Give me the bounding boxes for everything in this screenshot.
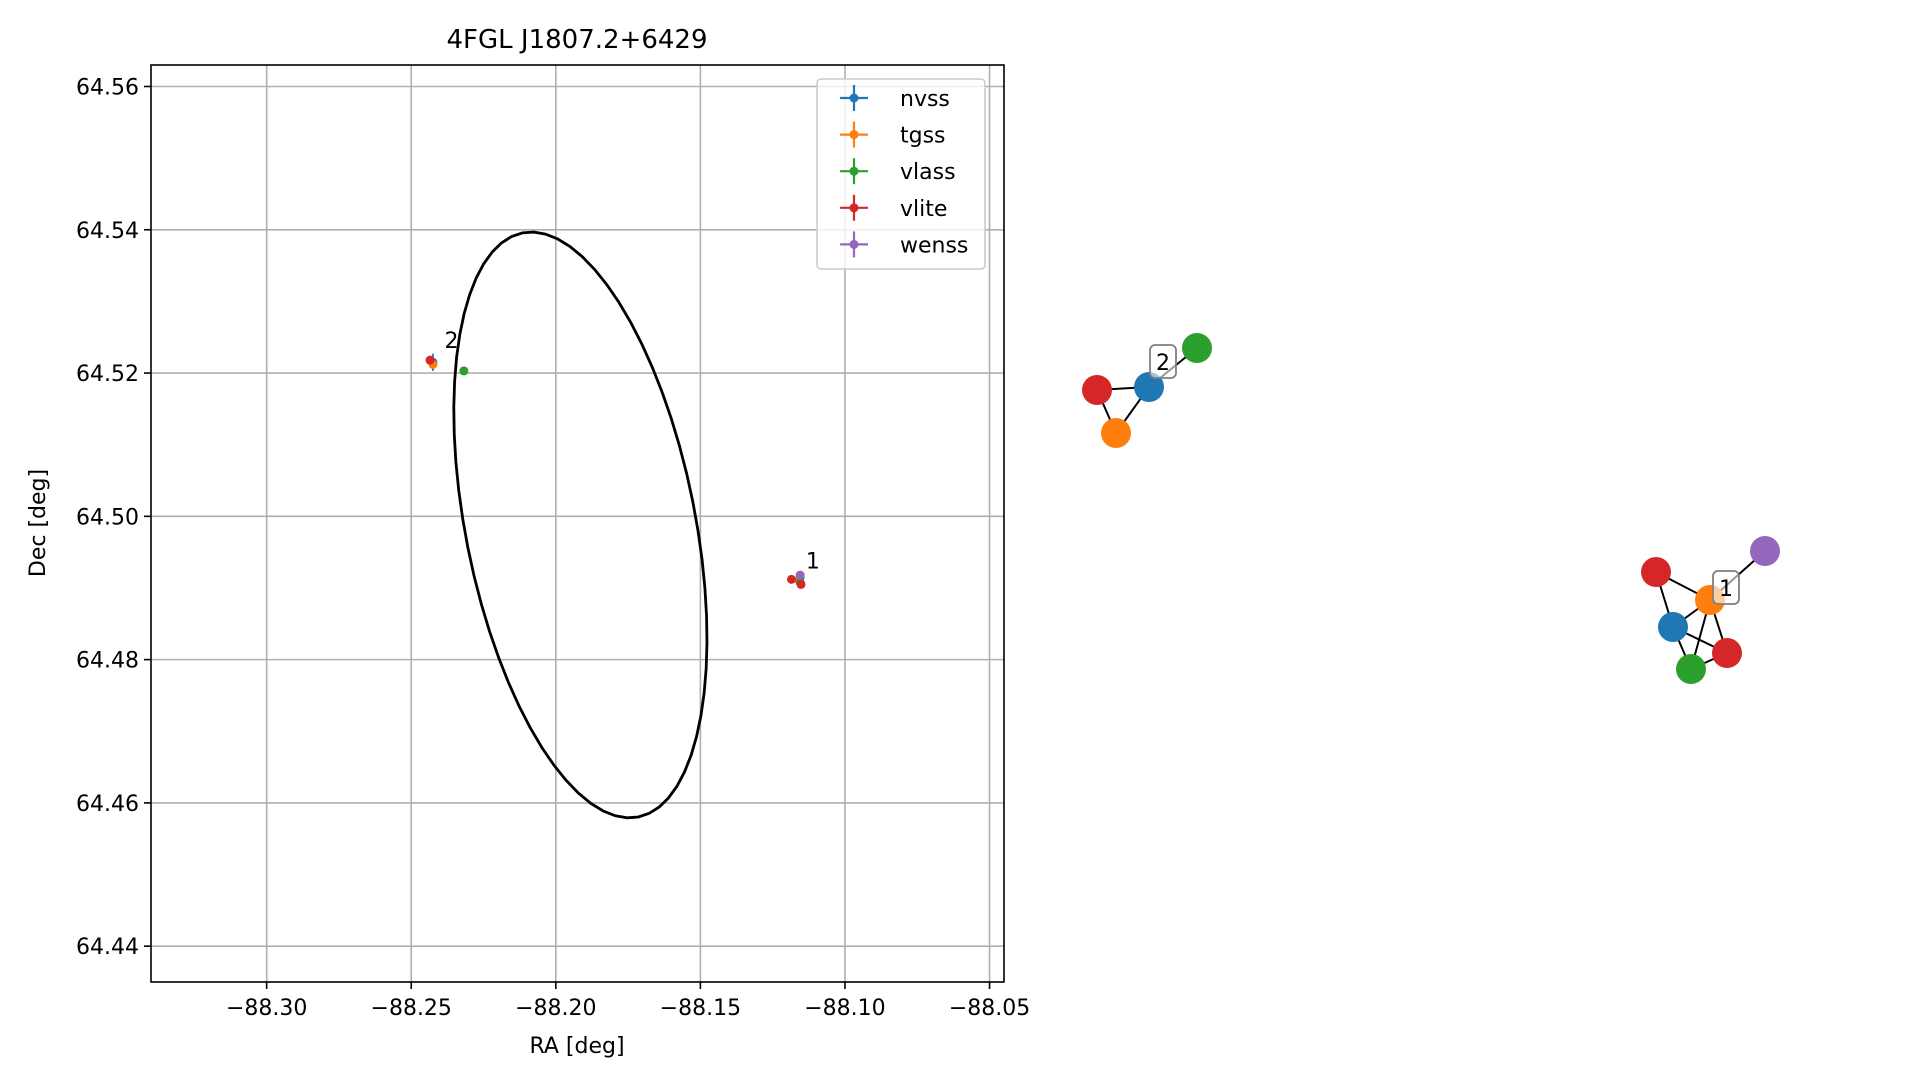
- data-point-vlass: [459, 366, 469, 376]
- legend-marker-dot: [849, 166, 859, 176]
- network-label: 2: [1149, 344, 1177, 379]
- x-tick-label: −88.25: [371, 996, 452, 1021]
- uncertainty-ellipse: [452, 230, 709, 820]
- legend-item-tgss: tgss: [840, 121, 946, 149]
- legend: nvss tgss vlass vlite wenss: [816, 78, 986, 270]
- scatter-axes: 21 −88.30 −88.25 −88.20 −88.15 −88.10 −88.05 …: [26, 25, 1030, 1059]
- point-marker: [796, 579, 806, 589]
- network-label-box: [1712, 570, 1740, 605]
- network-node: [1750, 536, 1780, 566]
- data-point-wenss: [795, 570, 805, 580]
- axes-frame: [150, 64, 1005, 983]
- point-annotation: 1: [806, 550, 820, 575]
- legend-label: nvss: [900, 87, 950, 112]
- legend-label: tgss: [900, 124, 946, 149]
- x-ticks: −88.30 −88.25 −88.20 −88.15 −88.10 −88.05: [226, 982, 1030, 1021]
- point-marker: [459, 366, 469, 376]
- match-networks: 21: [1082, 333, 1780, 684]
- x-tick-label: −88.20: [515, 996, 596, 1021]
- legend-item-wenss: wenss: [840, 231, 968, 258]
- network-node: [1658, 612, 1688, 642]
- network-node: [1712, 638, 1742, 668]
- data-point-vlite: [425, 355, 435, 365]
- network-node: [1134, 372, 1164, 402]
- x-tick-label: −88.15: [660, 996, 741, 1021]
- legend-label: vlass: [900, 160, 956, 185]
- y-axis-label: Dec [deg]: [26, 469, 51, 577]
- legend-marker-dot: [849, 130, 859, 140]
- legend-marker-dot: [849, 203, 859, 213]
- data-point-vlite: [786, 574, 796, 584]
- legend-item-nvss: nvss: [840, 85, 950, 112]
- network-label-box: [1149, 344, 1177, 379]
- network-label-text: 2: [1156, 351, 1170, 376]
- legend-label: wenss: [900, 233, 968, 258]
- legend-marker-dot: [849, 93, 859, 103]
- network-label-text: 1: [1719, 577, 1733, 602]
- network-node: [1676, 654, 1706, 684]
- network-node: [1101, 418, 1131, 448]
- legend-item-vlite: vlite: [840, 194, 947, 222]
- network-node: [1082, 375, 1112, 405]
- legend-item-vlass: vlass: [840, 158, 956, 185]
- network-node: [1641, 557, 1671, 587]
- chart-title: 4FGL J1807.2+6429: [447, 25, 708, 55]
- annotations-layer: 21: [444, 329, 819, 575]
- y-tick-label: 64.56: [76, 75, 139, 100]
- y-tick-label: 64.44: [76, 935, 139, 960]
- x-tick-label: −88.10: [804, 996, 885, 1021]
- y-tick-label: 64.52: [76, 362, 139, 387]
- point-marker: [786, 574, 796, 584]
- legend-box: [816, 78, 986, 270]
- y-ticks: 64.44 64.46 64.48 64.50 64.52 64.54 64.56: [76, 75, 151, 960]
- y-tick-label: 64.54: [76, 219, 139, 244]
- y-tick-label: 64.50: [76, 505, 139, 530]
- x-tick-label: −88.30: [226, 996, 307, 1021]
- data-points-layer: [425, 353, 806, 589]
- y-tick-label: 64.46: [76, 792, 139, 817]
- x-tick-label: −88.05: [949, 996, 1030, 1021]
- network-node: [1182, 333, 1212, 363]
- point-marker: [425, 355, 435, 365]
- x-axis-label: RA [deg]: [529, 1034, 624, 1059]
- data-point-vlite: [796, 579, 806, 589]
- grid-x: [265, 65, 991, 982]
- uncertainty-ellipse-layer: [452, 230, 709, 820]
- point-marker: [795, 570, 805, 580]
- network-label: 1: [1712, 570, 1740, 605]
- point-annotation: 2: [444, 329, 458, 354]
- y-tick-label: 64.48: [76, 649, 139, 674]
- legend-label: vlite: [900, 197, 947, 222]
- legend-marker-dot: [849, 239, 859, 249]
